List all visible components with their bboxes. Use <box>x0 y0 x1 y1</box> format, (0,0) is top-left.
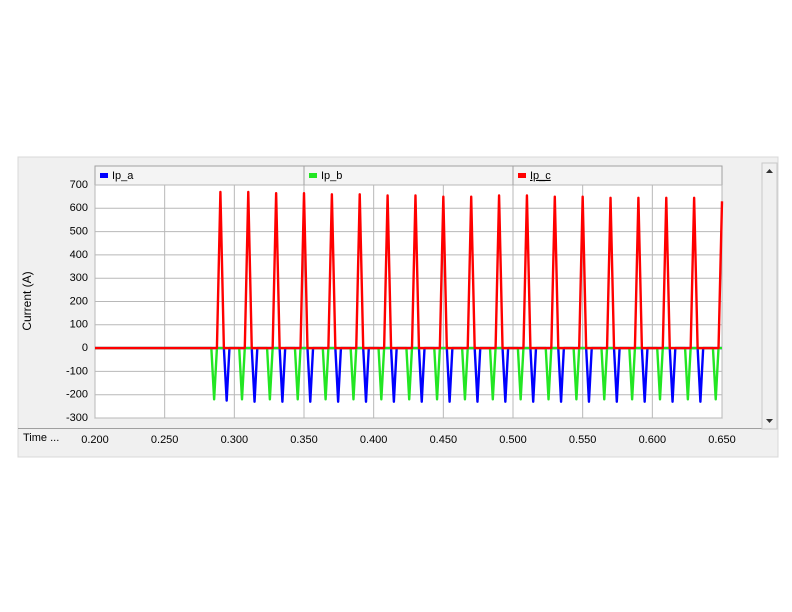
y-axis-title: Current (A) <box>20 271 34 330</box>
scrollbar[interactable] <box>761 162 778 430</box>
legend-label: Ip_a <box>112 170 134 182</box>
y-tick-label: 300 <box>70 272 88 284</box>
x-tick-label: 0.350 <box>290 434 318 446</box>
legend-label: Ip_c <box>530 170 551 182</box>
legend-swatch <box>309 173 317 178</box>
y-tick-label: 200 <box>70 295 88 307</box>
legend-bar <box>94 165 723 186</box>
x-tick-label: 0.250 <box>151 434 179 446</box>
x-tick-label: 0.200 <box>81 434 109 446</box>
y-tick-label: 600 <box>70 202 88 214</box>
legend-swatch <box>100 173 108 178</box>
y-tick-label: 700 <box>70 179 88 191</box>
x-tick-label: 0.600 <box>639 434 667 446</box>
y-tick-label: 400 <box>70 249 88 261</box>
y-tick-label: -300 <box>66 412 88 424</box>
x-tick-label: 0.500 <box>499 434 527 446</box>
legend-label: Ip_b <box>321 170 342 182</box>
x-tick-label: 0.450 <box>430 434 458 446</box>
y-tick-label: 500 <box>70 226 88 238</box>
x-tick-label: 0.400 <box>360 434 388 446</box>
scroll-up[interactable] <box>766 169 773 173</box>
x-tick-label: 0.300 <box>221 434 249 446</box>
scroll-down[interactable] <box>766 419 773 423</box>
y-tick-label: 100 <box>70 319 88 331</box>
axis-separator <box>18 428 762 429</box>
legend-swatch <box>518 173 526 178</box>
series-line <box>95 190 724 350</box>
y-tick-label: -100 <box>66 365 88 377</box>
x-tick-label: 0.650 <box>708 434 736 446</box>
y-tick-label: 0 <box>82 342 88 354</box>
x-tick-label: 0.550 <box>569 434 597 446</box>
y-tick-label: -200 <box>66 389 88 401</box>
x-axis-title: Time ... <box>23 432 59 444</box>
